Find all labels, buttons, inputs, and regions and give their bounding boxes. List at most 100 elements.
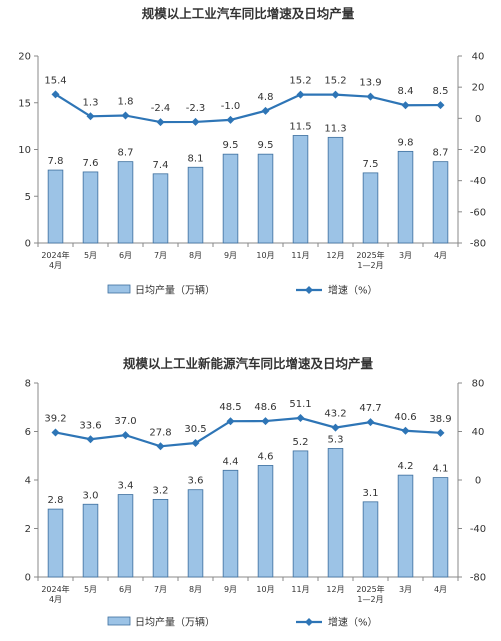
line-data-label: 15.2 — [324, 76, 346, 87]
y-tick-label-left: 6 — [25, 427, 31, 438]
bar — [292, 135, 309, 244]
y-tick-label-right: 0 — [475, 114, 481, 125]
x-tick-label: 7月 — [154, 251, 167, 260]
x-tick-label: 2024年 — [41, 250, 69, 260]
line-data-label: 15.2 — [289, 76, 311, 87]
line-data-label: -2.3 — [186, 103, 206, 114]
bar-data-label: 8.1 — [188, 153, 204, 164]
y-tick-label-left: 20 — [18, 52, 31, 63]
line-point — [436, 101, 445, 110]
bar-data-label: 11.3 — [324, 123, 346, 134]
x-tick-label: 5月 — [84, 585, 97, 594]
y-tick-label-right: 80 — [472, 379, 485, 390]
x-tick-label: 10月 — [256, 251, 274, 260]
x-tick-label: 9月 — [224, 251, 237, 260]
legend-line-marker — [305, 618, 313, 626]
bar — [117, 161, 134, 244]
x-tick-label: 3月 — [399, 251, 412, 260]
bar — [362, 172, 379, 244]
line-point — [156, 118, 165, 127]
line-data-label: 47.7 — [359, 403, 381, 414]
line-point — [366, 418, 375, 427]
x-tick-label: 9月 — [224, 585, 237, 594]
x-tick-label: 4月 — [434, 585, 447, 594]
y-tick-label-left: 4 — [25, 476, 31, 487]
y-tick-label-right: -40 — [470, 524, 486, 535]
bar-data-label: 11.5 — [289, 121, 311, 132]
x-tick-label: 2025年 — [356, 584, 384, 594]
legend-bar-label: 日均产量（万辆） — [135, 284, 215, 297]
line-data-label: 48.6 — [254, 402, 276, 413]
bar — [397, 474, 414, 578]
line-point — [401, 101, 410, 110]
x-tick-label: 7月 — [154, 585, 167, 594]
line-data-label: 15.4 — [44, 75, 66, 86]
x-tick-label: 12月 — [326, 251, 344, 260]
y-tick-label-right: 0 — [475, 476, 481, 487]
bar — [257, 465, 274, 578]
line-data-label: -1.0 — [221, 101, 241, 112]
y-tick-label-right: -80 — [470, 239, 486, 250]
bar — [327, 448, 344, 578]
y-tick-label-right: 20 — [472, 83, 485, 94]
line-point — [331, 423, 340, 432]
y-tick-label-left: 5 — [25, 192, 31, 203]
legend-line-marker — [305, 286, 313, 294]
bar-data-label: 8.7 — [433, 148, 449, 159]
line-data-label: 51.1 — [289, 399, 311, 410]
x-tick-label: 5月 — [84, 251, 97, 260]
chart-2: 规模以上工业新能源汽车同比增速及日均产量 0 2 4 6 8 -80 -40 0 40 80 2024… — [25, 356, 487, 629]
bar-data-label: 7.6 — [83, 158, 99, 169]
line-point — [51, 90, 60, 99]
bar-data-label: 3.1 — [363, 488, 379, 499]
x-tick-label: 11月 — [291, 585, 309, 594]
y-tick-label-right: -60 — [470, 207, 486, 218]
y-tick-label-right: 40 — [472, 52, 485, 63]
line-data-label: 8.5 — [433, 86, 449, 97]
y-tick-label-right: 40 — [472, 427, 485, 438]
bar-data-label: 4.1 — [433, 464, 449, 475]
bar — [152, 498, 169, 578]
x-tick-label: 4月 — [49, 595, 62, 604]
bar — [362, 501, 379, 578]
x-tick-label: 8月 — [189, 251, 202, 260]
line-data-label: 8.4 — [398, 86, 414, 97]
x-tick-label: 1—2月 — [357, 595, 383, 604]
legend-line-label: 增速（%） — [328, 616, 378, 629]
line-data-label: 39.2 — [44, 413, 66, 424]
bar — [222, 469, 239, 578]
line-data-label: 48.5 — [219, 402, 241, 413]
bar — [327, 136, 344, 244]
bar — [47, 508, 64, 578]
x-tick-label: 6月 — [119, 585, 132, 594]
bar-data-label: 7.5 — [363, 159, 379, 170]
y-tick-label-right: -40 — [470, 176, 486, 187]
x-tick-label: 4月 — [49, 261, 62, 270]
line-point — [226, 417, 235, 426]
bar-data-label: 7.4 — [153, 160, 169, 171]
x-tick-label: 2025年 — [356, 250, 384, 260]
x-tick-label: 8月 — [189, 585, 202, 594]
growth-line — [55, 416, 441, 448]
bar — [152, 173, 169, 244]
line-data-label: 37.0 — [114, 416, 136, 427]
line-point — [156, 442, 165, 451]
line-data-label: 1.3 — [83, 97, 99, 108]
x-tick-label: 11月 — [291, 251, 309, 260]
x-tick-label: 6月 — [119, 251, 132, 260]
line-data-label: 43.2 — [324, 409, 346, 420]
bar-data-label: 4.6 — [258, 451, 274, 462]
line-data-label: 30.5 — [184, 424, 206, 435]
line-point — [261, 417, 270, 426]
bar — [292, 450, 309, 578]
y-tick-label-left: 15 — [18, 98, 31, 109]
bar-data-label: 4.4 — [223, 456, 239, 467]
y-tick-label-left: 8 — [25, 379, 31, 390]
bar — [187, 166, 204, 244]
bar — [257, 153, 274, 244]
line-point — [366, 92, 375, 101]
y-tick-label-right: -20 — [470, 145, 486, 156]
line-data-label: 27.8 — [149, 427, 171, 438]
line-data-label: 33.6 — [79, 420, 101, 431]
line-point — [296, 90, 305, 99]
